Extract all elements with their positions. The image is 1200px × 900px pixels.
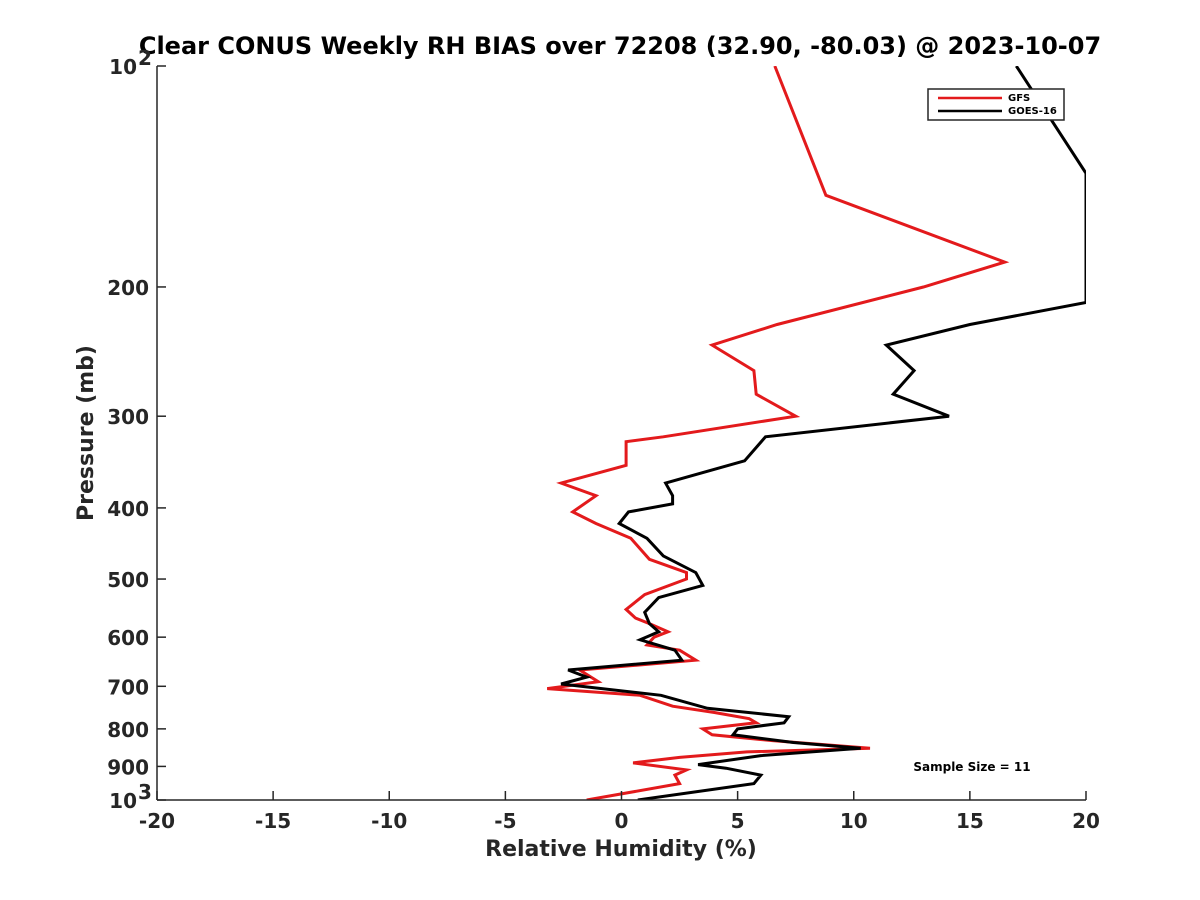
y-tick-label: 200 <box>107 276 149 300</box>
legend: GFS GOES-16 <box>927 88 1065 121</box>
legend-box <box>927 88 1065 121</box>
y-tick-exponent: 3 <box>138 780 152 804</box>
x-axis-label: Relative Humidity (%) <box>485 837 757 862</box>
y-tick-label: 600 <box>107 626 149 650</box>
x-tick-label: 15 <box>956 809 984 833</box>
y-axis-label: Pressure (mb) <box>74 345 99 521</box>
x-tick-label: 20 <box>1072 809 1100 833</box>
y-tick-label: 900 <box>107 755 149 779</box>
y-tick-label: 700 <box>107 675 149 699</box>
x-tick-label: -15 <box>255 809 291 833</box>
chart-title: Clear CONUS Weekly RH BIAS over 72208 (3… <box>139 32 1101 60</box>
y-tick-label: 400 <box>107 497 149 521</box>
x-tick-label: -20 <box>139 809 175 833</box>
series-line-goes-16 <box>560 66 1086 800</box>
x-tick-label: 10 <box>840 809 868 833</box>
x-tick-label: -10 <box>371 809 407 833</box>
legend-label-goes16: GOES-16 <box>1008 106 1057 117</box>
y-tick-label: 500 <box>107 568 149 592</box>
legend-label-gfs: GFS <box>1008 93 1030 104</box>
plot-series <box>546 66 1086 800</box>
x-tick-label: -5 <box>494 809 516 833</box>
y-tick-label: 800 <box>107 718 149 742</box>
sample-size-annotation: Sample Size = 11 <box>913 760 1030 774</box>
x-tick-label: 5 <box>731 809 745 833</box>
y-tick-label: 10 <box>109 789 137 813</box>
y-tick-label: 300 <box>107 405 149 429</box>
x-tick-label: 0 <box>615 809 629 833</box>
y-tick-label: 10 <box>109 55 137 79</box>
y-tick-exponent: 2 <box>138 46 152 70</box>
x-ticks: -20 -15 -10 -5 0 5 10 15 20 <box>139 791 1100 833</box>
